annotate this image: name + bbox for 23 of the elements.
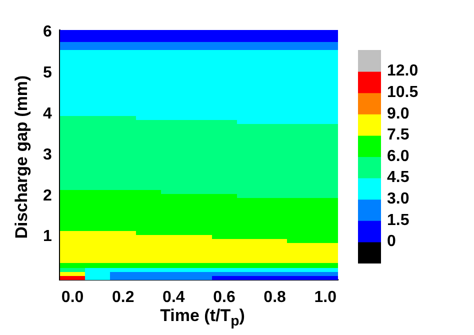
x-tick-label: 0.0 — [61, 288, 84, 306]
color-bar-label: 1.5 — [387, 212, 410, 229]
color-bar-label: 7.5 — [387, 126, 410, 144]
y-tick-label: 4 — [42, 105, 52, 122]
color-bar-label: 12.0 — [387, 62, 418, 80]
y-tick-label: 1 — [42, 228, 52, 246]
y-tick-label: 3 — [42, 146, 52, 164]
color-bar-label: 9.0 — [387, 105, 410, 122]
color-bar-label: 10.5 — [387, 84, 418, 102]
color-bar-label: 0 — [387, 233, 396, 250]
color-bar-label: 6.0 — [387, 148, 410, 165]
x-tick-label: 1.0 — [314, 288, 337, 306]
y-axis-title: Discharge gap (mm) — [12, 74, 32, 241]
x-tick-label: 0.8 — [264, 288, 286, 306]
x-tick-label: 0.6 — [213, 288, 236, 306]
x-tick-label: 0.4 — [162, 288, 185, 306]
y-tick-label: 6 — [42, 23, 52, 40]
x-axis-title: Time (t/T$_{p}$) — [159, 306, 246, 330]
color-bar-label: 3.0 — [387, 190, 410, 208]
color-bar-label: 4.5 — [387, 169, 410, 186]
y-tick-label: 2 — [42, 187, 52, 204]
y-tick-label: 5 — [42, 64, 52, 82]
x-tick-label: 0.2 — [112, 288, 134, 306]
